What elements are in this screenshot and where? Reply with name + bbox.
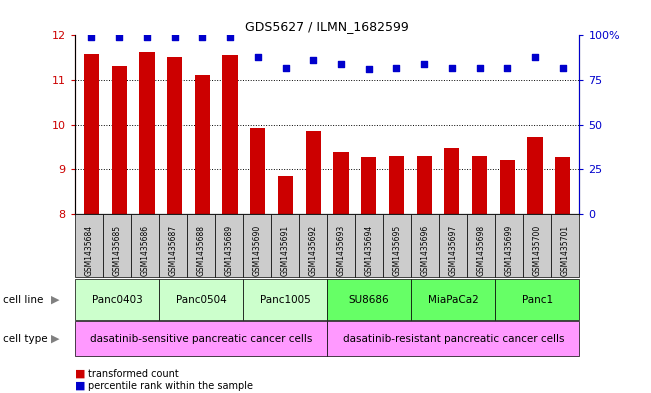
Text: ■: ■ xyxy=(75,381,85,391)
Text: ▶: ▶ xyxy=(51,295,60,305)
Point xyxy=(87,34,97,40)
Text: Panc0403: Panc0403 xyxy=(92,295,143,305)
Title: GDS5627 / ILMN_1682599: GDS5627 / ILMN_1682599 xyxy=(245,20,409,33)
Point xyxy=(114,34,124,40)
Point xyxy=(142,34,152,40)
Point xyxy=(502,64,512,71)
Point xyxy=(281,64,291,71)
Text: cell type: cell type xyxy=(3,334,48,343)
Text: Panc1: Panc1 xyxy=(522,295,553,305)
Text: Panc1005: Panc1005 xyxy=(260,295,311,305)
Bar xyxy=(305,132,321,214)
Bar xyxy=(195,75,210,214)
Text: GSM1435700: GSM1435700 xyxy=(533,225,542,276)
Text: GSM1435698: GSM1435698 xyxy=(477,225,486,276)
Text: GSM1435686: GSM1435686 xyxy=(141,225,150,276)
Text: GSM1435687: GSM1435687 xyxy=(169,225,178,276)
Text: GSM1435691: GSM1435691 xyxy=(281,225,290,276)
Bar xyxy=(250,129,266,214)
Text: Panc0504: Panc0504 xyxy=(176,295,227,305)
Bar xyxy=(417,156,432,214)
Point xyxy=(253,54,263,60)
Point xyxy=(363,66,374,72)
Text: GSM1435684: GSM1435684 xyxy=(85,225,93,276)
Text: GSM1435689: GSM1435689 xyxy=(225,225,234,276)
Text: GSM1435699: GSM1435699 xyxy=(505,225,514,276)
Bar xyxy=(333,152,349,214)
Bar xyxy=(444,148,460,214)
Text: SU8686: SU8686 xyxy=(349,295,389,305)
Text: GSM1435690: GSM1435690 xyxy=(253,225,262,276)
Point xyxy=(336,61,346,67)
Text: ■: ■ xyxy=(75,369,85,379)
Text: GSM1435697: GSM1435697 xyxy=(449,225,458,276)
Text: GSM1435701: GSM1435701 xyxy=(561,225,570,276)
Text: GSM1435696: GSM1435696 xyxy=(421,225,430,276)
Point xyxy=(391,64,402,71)
Text: GSM1435692: GSM1435692 xyxy=(309,225,318,276)
Text: GSM1435694: GSM1435694 xyxy=(365,225,374,276)
Bar xyxy=(167,57,182,214)
Bar xyxy=(223,55,238,214)
Bar xyxy=(111,66,127,214)
Bar xyxy=(84,54,99,214)
Point xyxy=(419,61,430,67)
Text: MiaPaCa2: MiaPaCa2 xyxy=(428,295,478,305)
Point xyxy=(475,64,485,71)
Point xyxy=(530,54,540,60)
Text: GSM1435685: GSM1435685 xyxy=(113,225,121,276)
Point xyxy=(197,34,208,40)
Text: dasatinib-resistant pancreatic cancer cells: dasatinib-resistant pancreatic cancer ce… xyxy=(342,334,564,343)
Bar xyxy=(139,52,154,214)
Point xyxy=(225,34,235,40)
Text: dasatinib-sensitive pancreatic cancer cells: dasatinib-sensitive pancreatic cancer ce… xyxy=(90,334,312,343)
Bar xyxy=(278,176,293,214)
Text: GSM1435688: GSM1435688 xyxy=(197,225,206,276)
Text: percentile rank within the sample: percentile rank within the sample xyxy=(88,381,253,391)
Bar xyxy=(361,157,376,214)
Text: transformed count: transformed count xyxy=(88,369,178,379)
Point xyxy=(557,64,568,71)
Bar xyxy=(389,156,404,214)
Bar xyxy=(472,156,487,214)
Point xyxy=(169,34,180,40)
Text: GSM1435693: GSM1435693 xyxy=(337,225,346,276)
Text: ▶: ▶ xyxy=(51,334,60,343)
Point xyxy=(447,64,457,71)
Bar xyxy=(527,137,543,214)
Bar xyxy=(500,160,515,214)
Point xyxy=(308,57,318,64)
Text: GSM1435695: GSM1435695 xyxy=(393,225,402,276)
Text: cell line: cell line xyxy=(3,295,44,305)
Bar xyxy=(555,157,570,214)
